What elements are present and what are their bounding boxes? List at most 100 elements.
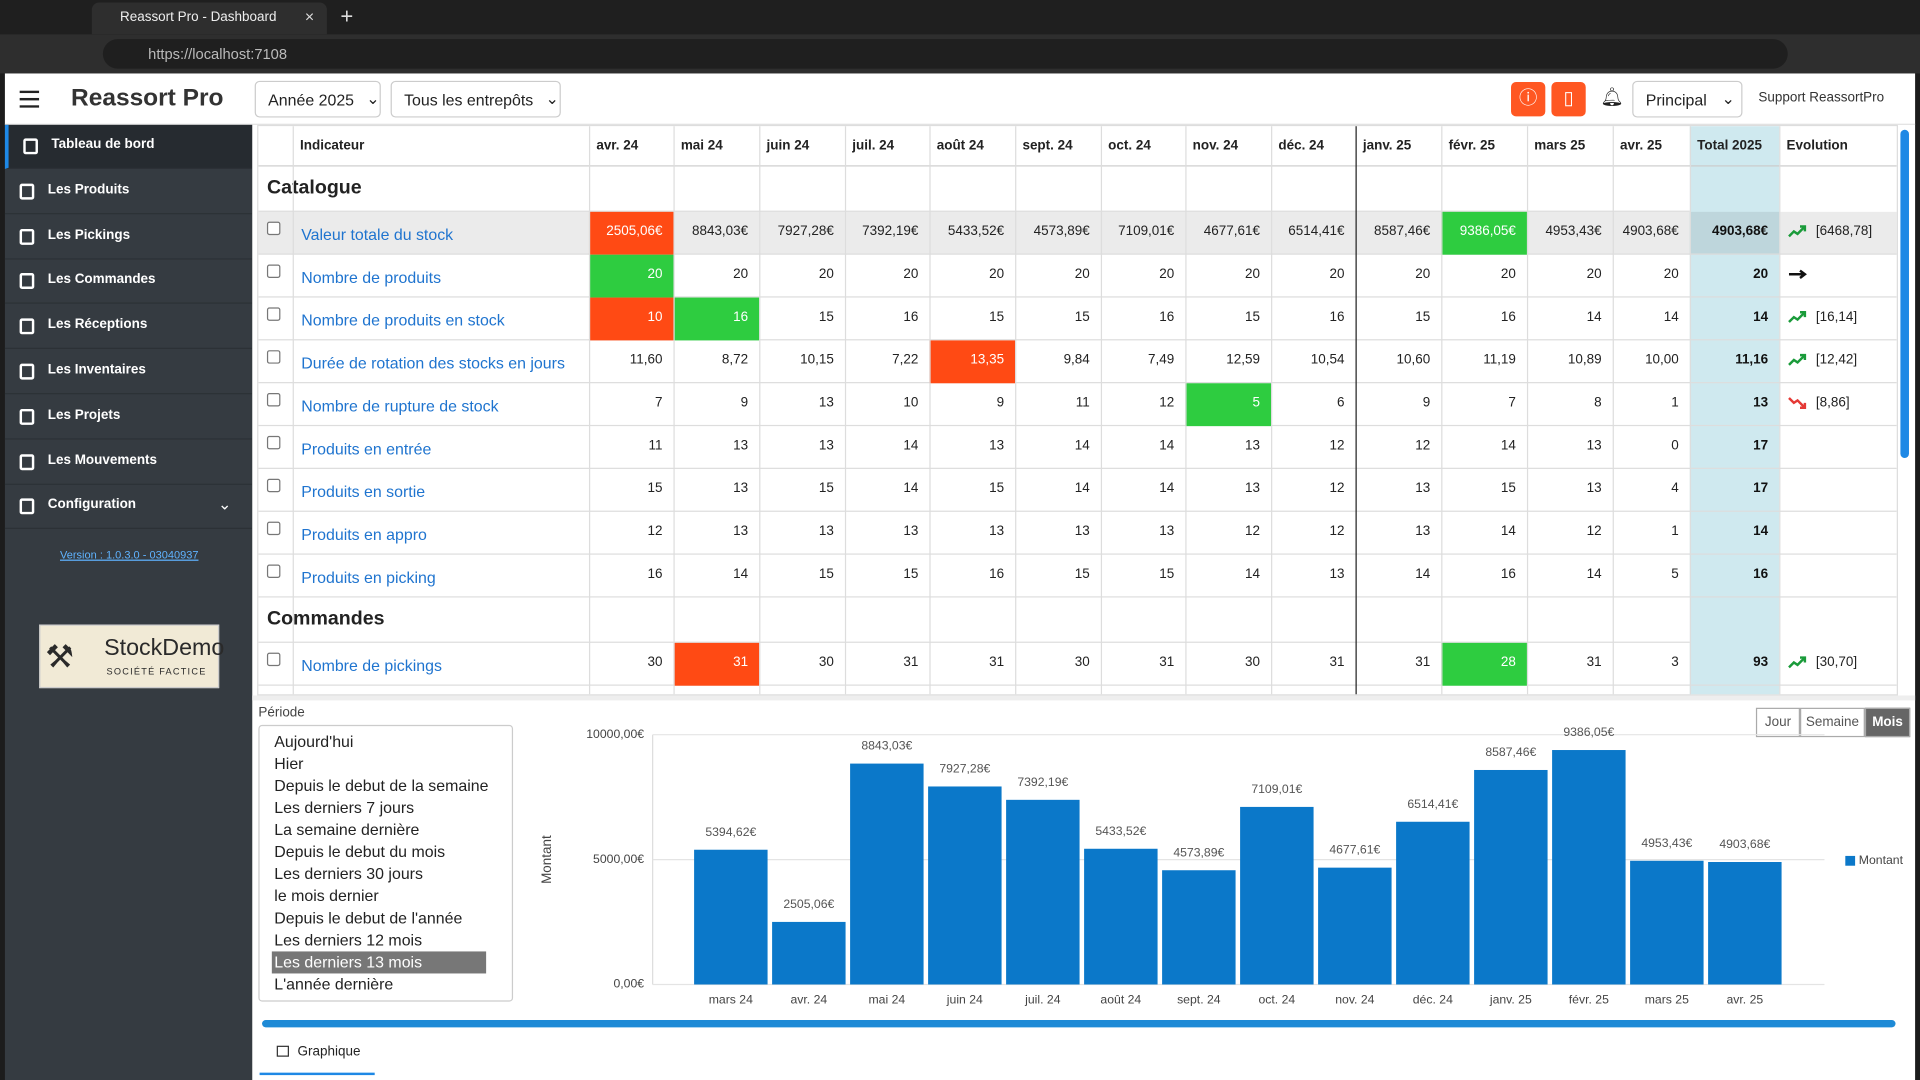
- cell-value: 15: [989, 481, 1005, 496]
- row-checkbox[interactable]: [266, 564, 281, 578]
- row-label[interactable]: Nombre de produits: [301, 268, 442, 287]
- support-link[interactable]: Support ReassortPro: [1758, 90, 1885, 106]
- table-row[interactable]: [258, 643, 1897, 686]
- row-label[interactable]: Nombre de pickings: [301, 656, 442, 675]
- nav-item[interactable]: Tableau de bord: [4, 124, 253, 169]
- period-option[interactable]: Les derniers 12 mois: [274, 930, 423, 949]
- cell-value: 11: [1075, 395, 1090, 411]
- column-divider: [1526, 126, 1529, 695]
- row-label[interactable]: Nombre de produits en stock: [301, 311, 505, 330]
- tab[interactable]: Graphique: [259, 1031, 375, 1076]
- nav-item[interactable]: Les Projets: [4, 395, 253, 440]
- period-option[interactable]: Depuis le debut de la semaine: [274, 776, 489, 795]
- nav-icon: [23, 138, 38, 155]
- bar: [1084, 848, 1158, 985]
- cell-value: 16: [1500, 566, 1516, 582]
- granularity-button[interactable]: Mois: [1864, 707, 1911, 738]
- doc-button[interactable]: ▯: [1551, 82, 1586, 117]
- menu-button[interactable]: [19, 90, 40, 108]
- period-option[interactable]: Les derniers 13 mois: [271, 951, 487, 974]
- cell-value: 6: [1336, 395, 1345, 411]
- nav-item[interactable]: Les Réceptions: [4, 305, 253, 350]
- row-checkbox[interactable]: [266, 393, 281, 407]
- table-row[interactable]: [258, 211, 1897, 255]
- year-select[interactable]: Année 2025 ⌄: [254, 80, 381, 118]
- section-row: [258, 166, 1690, 212]
- evolution-label: [12,42]: [1815, 352, 1858, 368]
- nav-item[interactable]: Les Produits: [4, 170, 253, 215]
- logo-icon: ⚒: [45, 637, 74, 675]
- total-value: 13: [1753, 395, 1769, 411]
- nav-icon: [19, 498, 35, 515]
- splitter[interactable]: [252, 695, 1916, 701]
- period-option[interactable]: Les derniers 30 jours: [274, 864, 423, 883]
- row-label[interactable]: Produits en picking: [301, 568, 436, 587]
- column-header: févr. 25: [1448, 138, 1496, 154]
- row-label[interactable]: Nombre de rupture de stock: [301, 396, 499, 416]
- nav-item[interactable]: Configuration ⌄: [4, 485, 253, 530]
- column-divider: [1100, 126, 1103, 695]
- table-row[interactable]: [258, 255, 1897, 298]
- table-row[interactable]: [258, 469, 1897, 512]
- row-checkbox[interactable]: [266, 521, 281, 536]
- bar: [1630, 860, 1704, 985]
- period-option[interactable]: Les derniers 7 jours: [274, 798, 415, 817]
- period-title: Période: [258, 705, 305, 721]
- period-option[interactable]: L'année dernière: [274, 974, 394, 994]
- table-row[interactable]: [258, 298, 1897, 341]
- row-checkbox[interactable]: [266, 221, 281, 236]
- row-checkbox[interactable]: [266, 435, 281, 450]
- period-option[interactable]: Hier: [274, 754, 304, 773]
- granularity-button[interactable]: Semaine: [1800, 707, 1865, 738]
- table-row[interactable]: [258, 555, 1897, 598]
- nav-item[interactable]: Les Inventaires: [4, 350, 253, 395]
- row-checkbox[interactable]: [266, 478, 281, 493]
- granularity-button[interactable]: Jour: [1755, 707, 1801, 738]
- row-label[interactable]: Produits en appro: [301, 525, 427, 544]
- cell-value: 4573,89€: [1033, 224, 1090, 239]
- row-label[interactable]: Produits en entrée: [301, 439, 432, 458]
- row-checkbox[interactable]: [266, 307, 281, 321]
- cell-value: 31: [1329, 655, 1345, 670]
- warehouse-select[interactable]: Tous les entrepôts ⌄: [390, 80, 561, 118]
- cell-value: 20: [647, 266, 663, 282]
- nav-item[interactable]: Les Pickings: [4, 215, 253, 260]
- cell-value: 16: [1329, 309, 1345, 325]
- nav-item[interactable]: Les Mouvements: [4, 440, 253, 485]
- cell-value: 7109,01€: [1118, 224, 1175, 239]
- period-option[interactable]: La semaine dernière: [274, 820, 420, 839]
- bar-value-label: 5394,62€: [705, 825, 756, 839]
- row-checkbox[interactable]: [266, 264, 281, 278]
- tab[interactable]: Reassort Pro - Dashboard ×: [91, 2, 327, 35]
- row-checkbox[interactable]: [266, 652, 281, 667]
- table-row[interactable]: [258, 383, 1897, 427]
- period-option[interactable]: Depuis le debut de l'année: [274, 908, 463, 927]
- row-label[interactable]: Produits en sortie: [301, 482, 426, 501]
- legend-label: Montant: [1859, 853, 1904, 867]
- table-row[interactable]: [258, 340, 1897, 384]
- cell-value: 20: [903, 266, 919, 282]
- period-option[interactable]: Depuis le debut du mois: [274, 842, 446, 861]
- row-label[interactable]: Durée de rotation des stocks en jours: [301, 353, 565, 373]
- cell-value: 9: [996, 395, 1005, 411]
- profile-select[interactable]: Principal ⌄: [1632, 80, 1743, 118]
- bar-value-label: 9386,05€: [1563, 725, 1614, 739]
- table-row[interactable]: [258, 426, 1897, 469]
- table-row[interactable]: [258, 512, 1897, 555]
- period-list[interactable]: Aujourd'hui Hier Depuis le debut de la sem…: [258, 724, 514, 1002]
- period-option[interactable]: le mois dernier: [274, 886, 379, 905]
- cell-value: 7: [654, 395, 663, 411]
- bar: [1318, 867, 1392, 985]
- nav-item[interactable]: Les Commandes: [4, 260, 253, 305]
- row-label[interactable]: Valeur totale du stock: [301, 225, 454, 244]
- tab-close[interactable]: ×: [304, 7, 315, 26]
- version-link[interactable]: Version : 1.0.3.0 - 03040937: [60, 548, 199, 561]
- cell-value: 30: [1245, 655, 1261, 670]
- new-tab[interactable]: +: [340, 3, 354, 29]
- bell[interactable]: 🔔︎: [1600, 86, 1624, 108]
- row-checkbox[interactable]: [266, 350, 281, 364]
- period-option[interactable]: Aujourd'hui: [274, 732, 354, 751]
- scrollbar[interactable]: [1900, 129, 1909, 458]
- alert-button[interactable]: ⓘ: [1511, 82, 1546, 117]
- address-bar[interactable]: https://localhost:7108: [102, 39, 1788, 69]
